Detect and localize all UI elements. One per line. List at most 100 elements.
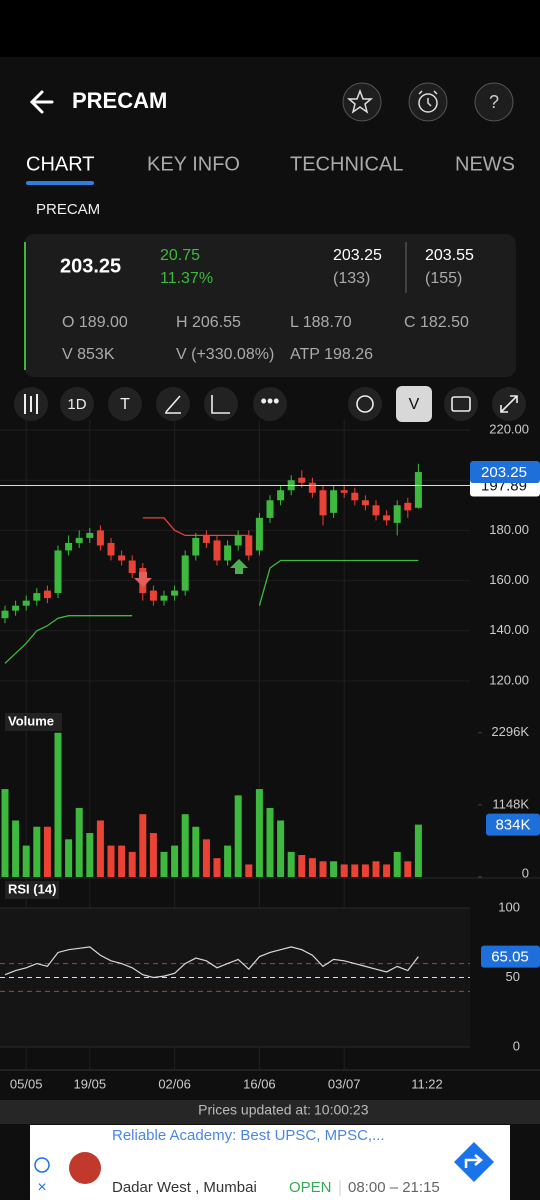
button-circle <box>474 82 514 122</box>
buy-signal <box>230 559 248 574</box>
volume-bar <box>192 826 200 877</box>
price-marker <box>470 461 540 484</box>
candle-body <box>330 490 338 513</box>
candle-body <box>361 500 369 506</box>
candle-body <box>277 490 285 501</box>
help-button[interactable]: ? <box>474 82 514 122</box>
back-button[interactable] <box>29 90 54 114</box>
header-title: PRECAM <box>72 88 167 113</box>
candle-body <box>65 542 73 551</box>
ad-location: Dadar West , Mumbai <box>112 1179 257 1196</box>
x-tick-label: 16/06 <box>243 1076 276 1091</box>
pen-icon <box>165 395 181 414</box>
rsi-title: RSI (14) <box>8 881 56 896</box>
candle-body <box>213 540 221 561</box>
ad-logo <box>69 1152 101 1184</box>
volume-bar <box>54 732 62 877</box>
volume-bar <box>404 861 412 877</box>
volume-toggle[interactable]: V <box>396 386 432 422</box>
fullscreen-button[interactable] <box>492 387 526 421</box>
volume-bar <box>383 864 391 877</box>
screenshot-button[interactable] <box>444 387 478 421</box>
x-tick-label: 03/07 <box>328 1076 361 1091</box>
candles-icon <box>24 394 38 414</box>
watchlist-button[interactable] <box>342 82 382 122</box>
volume-marker-label: 834K <box>495 817 530 834</box>
supertrend-line <box>4 559 419 664</box>
ad-status: OPEN <box>289 1179 332 1196</box>
alert-button[interactable] <box>408 82 448 122</box>
volume-bar <box>372 861 380 877</box>
volume-bar <box>139 814 147 877</box>
volume-bar <box>330 861 338 877</box>
rsi-line <box>4 946 419 979</box>
ohlc-stat: L 188.70 <box>290 314 352 331</box>
candle-body <box>181 555 189 591</box>
button-circle <box>204 387 238 421</box>
volume-bar <box>12 820 20 877</box>
volume-bar <box>75 807 83 877</box>
volume-bar <box>160 851 168 877</box>
x-tick-label: 19/05 <box>74 1076 107 1091</box>
volume-bar <box>351 864 359 877</box>
camera-icon <box>451 396 471 412</box>
interval-button[interactable]: 1D <box>60 387 94 421</box>
volume-bar <box>266 807 274 877</box>
bid-price: 203.25 <box>333 247 382 264</box>
update-bar <box>0 1100 540 1124</box>
text-button[interactable]: T <box>108 387 142 421</box>
candle-body <box>128 560 136 574</box>
expand-icon <box>500 395 518 413</box>
volume-bar <box>361 864 369 877</box>
button-circle <box>444 387 478 421</box>
crosshair-button[interactable] <box>348 387 382 421</box>
volume-tick-label: 0 <box>522 865 529 880</box>
button-circle <box>253 387 287 421</box>
more-button[interactable]: ••• <box>253 387 287 421</box>
candle-body <box>160 595 168 601</box>
quote-card <box>24 234 516 377</box>
ask-qty: (155) <box>425 270 462 287</box>
candle-body <box>266 500 274 518</box>
volume-bar <box>171 845 179 877</box>
tab[interactable]: TECHNICAL <box>290 153 403 175</box>
tab[interactable]: CHART <box>26 153 95 175</box>
candle-body <box>414 472 422 508</box>
directions-arrow <box>464 1154 483 1168</box>
candle-body <box>245 535 253 556</box>
volume-bar <box>22 845 30 877</box>
candle-body <box>224 545 232 561</box>
button-circle <box>108 387 142 421</box>
status-bar <box>0 0 540 57</box>
volume-title: Volume <box>8 713 54 728</box>
text-tool-label: T <box>120 396 130 413</box>
candle-body <box>298 477 306 483</box>
help-icon: ? <box>489 92 499 112</box>
ask-price: 203.55 <box>425 247 474 264</box>
candle-body <box>86 532 94 538</box>
candle-body <box>372 505 380 516</box>
candle-body <box>118 555 126 561</box>
update-label: Prices updated at: <box>198 1102 311 1118</box>
ohlc-stat: C 182.50 <box>404 314 469 331</box>
volume-bar <box>1 789 9 877</box>
volume-marker <box>486 813 540 836</box>
ad-banner[interactable]: × Reliable Academy: Best UPSC, MPSC,... … <box>30 1125 510 1200</box>
button-circle <box>348 387 382 421</box>
chart: 05/05 19/05 02/06 16/06 03/07 11:22 120.00 140.… <box>0 420 540 1091</box>
star-icon <box>346 88 374 114</box>
tab[interactable]: NEWS <box>455 153 515 175</box>
volume-stat: V 853K <box>62 346 115 363</box>
draw-button[interactable] <box>156 387 190 421</box>
y-tick-label: 160.00 <box>489 572 529 587</box>
ad-headline: Reliable Academy: Best UPSC, MPSC,... <box>112 1127 385 1144</box>
volume-bar <box>43 826 51 877</box>
update-time: 10:00:23 <box>314 1102 369 1118</box>
candle-type-button[interactable] <box>14 387 48 421</box>
indicator-button[interactable] <box>204 387 238 421</box>
volume-bar <box>287 851 295 877</box>
directions-icon <box>454 1142 494 1182</box>
tab[interactable]: KEY INFO <box>147 153 240 175</box>
